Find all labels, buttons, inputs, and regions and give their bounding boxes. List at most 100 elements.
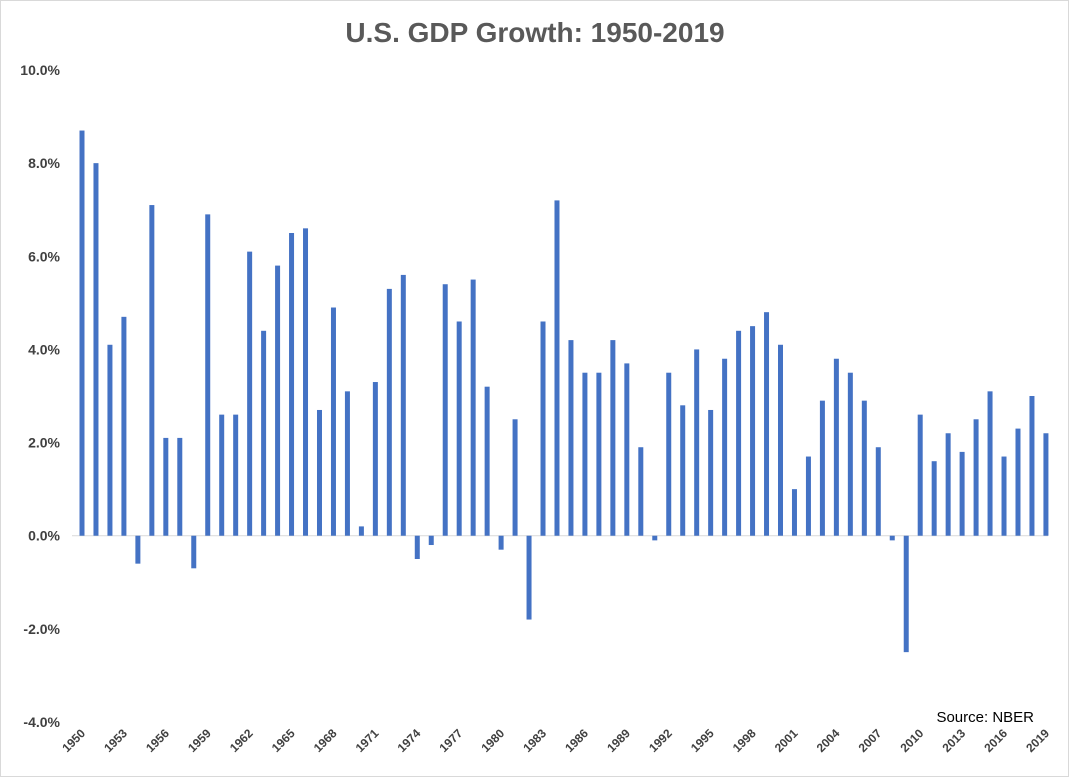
bar-1994	[694, 349, 700, 536]
bar-1975	[428, 535, 434, 546]
bar-1980	[498, 535, 504, 550]
bar-1961	[233, 414, 239, 536]
bar-2002	[805, 456, 811, 536]
x-tick-label: 1953	[101, 726, 130, 755]
bar-1996	[722, 358, 728, 536]
bar-1991	[652, 535, 658, 541]
x-tick-label: 1959	[185, 726, 214, 755]
x-tick-label: 1974	[395, 726, 424, 755]
bar-1951	[93, 163, 99, 536]
x-tick-label: 2010	[898, 726, 927, 755]
x-tick-label: 1980	[478, 726, 507, 755]
bar-1956	[163, 437, 169, 536]
bar-1976	[442, 284, 448, 536]
y-axis: -4.0% -2.0% 0.0% 2.0% 4.0% 6.0% 8.0% 10.0%	[20, 62, 60, 730]
bar-2010	[917, 414, 923, 536]
bar-1955	[149, 205, 155, 536]
bar-1983	[540, 321, 546, 536]
bar-1988	[610, 340, 616, 536]
bar-1952	[107, 344, 113, 536]
bar-1986	[582, 372, 588, 536]
bar-1967	[316, 409, 322, 536]
y-tick-label: 8.0%	[28, 155, 60, 171]
bar-1981	[512, 419, 518, 536]
bar-2012	[945, 433, 951, 536]
bar-1978	[470, 279, 476, 536]
bar-2016	[1001, 456, 1007, 536]
bar-1974	[414, 535, 420, 559]
x-tick-label: 2001	[772, 726, 801, 755]
bar-1973	[400, 274, 406, 536]
bar-2003	[819, 400, 825, 536]
bar-1993	[680, 405, 686, 536]
bar-1964	[275, 265, 281, 536]
x-tick-label: 1986	[562, 726, 591, 755]
bar-1959	[205, 214, 211, 536]
bar-1958	[191, 535, 197, 569]
chart-title: U.S. GDP Growth: 1950-2019	[345, 17, 724, 48]
bar-2011	[931, 461, 937, 536]
y-tick-label: -2.0%	[23, 621, 60, 637]
x-tick-label: 1965	[269, 726, 298, 755]
bars	[79, 130, 1049, 653]
x-tick-label: 2016	[981, 726, 1010, 755]
bar-1992	[666, 372, 672, 536]
bar-1987	[596, 372, 602, 536]
y-tick-label: 6.0%	[28, 248, 60, 264]
bar-1953	[121, 316, 127, 536]
bar-1960	[219, 414, 225, 536]
x-tick-label: 1956	[143, 726, 172, 755]
bar-1998	[750, 326, 756, 536]
x-tick-label: 1992	[646, 726, 675, 755]
source-note: Source: NBER	[936, 709, 1034, 726]
bar-2007	[875, 447, 881, 536]
bar-2017	[1015, 428, 1021, 536]
bar-2000	[778, 344, 783, 536]
bar-1997	[736, 330, 742, 536]
bar-1968	[330, 307, 336, 536]
bar-1954	[135, 535, 141, 564]
y-tick-label: -4.0%	[23, 714, 60, 730]
x-tick-label: 2013	[939, 726, 968, 755]
bar-1972	[386, 288, 392, 536]
bar-1966	[303, 228, 309, 536]
bar-1989	[624, 363, 630, 536]
x-tick-label: 1971	[353, 726, 382, 755]
x-tick-label: 2004	[814, 726, 843, 755]
bar-1995	[708, 409, 714, 536]
bar-1985	[568, 340, 574, 536]
x-tick-label: 1998	[730, 726, 759, 755]
x-tick-label: 1995	[688, 726, 717, 755]
bar-2019	[1043, 433, 1049, 536]
bar-1984	[554, 200, 560, 536]
bar-2018	[1029, 396, 1035, 536]
y-tick-label: 4.0%	[28, 341, 60, 357]
x-tick-label: 1977	[437, 726, 466, 755]
bar-2014	[973, 419, 979, 536]
bar-1977	[456, 321, 462, 536]
bar-1990	[638, 447, 644, 536]
y-tick-label: 2.0%	[28, 435, 60, 451]
bar-2015	[987, 391, 993, 536]
bar-1957	[177, 437, 183, 536]
x-axis: 1950 1953 1956 1959 1962 1965 1968 1971 1974 1977…	[59, 726, 1052, 755]
x-tick-label: 1968	[311, 726, 340, 755]
x-tick-label: 2007	[856, 726, 885, 755]
x-tick-label: 1962	[227, 726, 256, 755]
bar-1999	[764, 312, 770, 536]
y-tick-label: 0.0%	[28, 528, 60, 544]
x-tick-label: 1950	[59, 726, 88, 755]
bar-1963	[261, 330, 267, 536]
bar-1971	[372, 382, 378, 536]
bar-1969	[344, 391, 350, 536]
x-tick-label: 1989	[604, 726, 633, 755]
bar-2013	[959, 451, 965, 536]
y-tick-label: 10.0%	[20, 62, 60, 78]
bar-2004	[833, 358, 839, 536]
bar-1970	[358, 526, 364, 536]
bar-2001	[791, 489, 797, 536]
bar-2008	[889, 535, 895, 541]
bar-1962	[247, 251, 253, 536]
